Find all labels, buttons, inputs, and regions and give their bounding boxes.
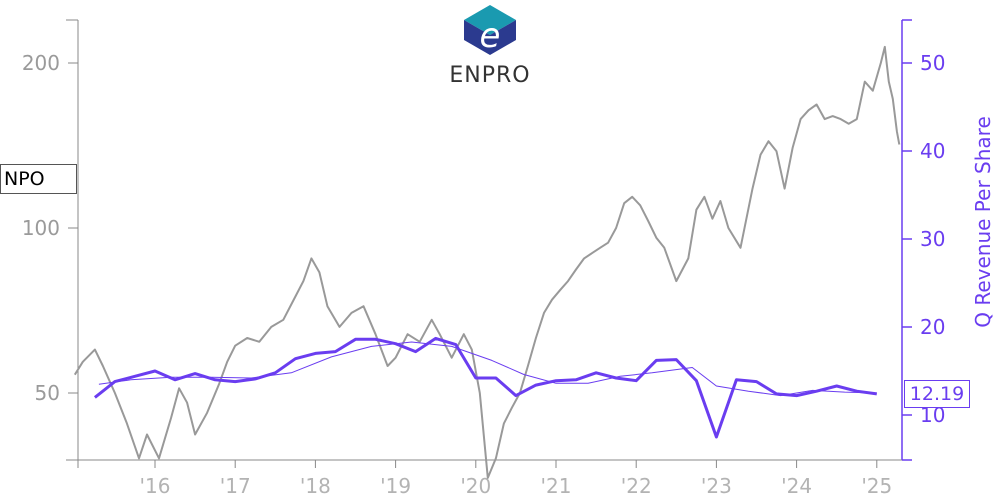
x-tick-label: '20 — [460, 474, 491, 498]
right-axis-title: Q Revenue Per Share — [971, 116, 995, 328]
left-tick-label: 100 — [22, 216, 60, 240]
svg-text:e: e — [480, 16, 501, 56]
right-tick-label: 30 — [920, 227, 945, 251]
plot-area — [73, 45, 901, 479]
x-tick-label: '16 — [140, 474, 171, 498]
left-tick-label: 50 — [35, 381, 60, 405]
right-tick-label: 20 — [920, 315, 945, 339]
price-series-line — [73, 45, 901, 479]
x-tick-label: '17 — [220, 474, 251, 498]
x-tick-label: '21 — [541, 474, 572, 498]
x-tick-label: '23 — [701, 474, 732, 498]
left-axis: 50 100 200 — [22, 19, 79, 461]
revenue-series-line — [93, 336, 878, 439]
revenue-average-line — [98, 341, 877, 397]
ticker-label: NPO — [0, 164, 77, 194]
right-tick-label: 50 — [920, 51, 945, 75]
x-tick-label: '22 — [621, 474, 652, 498]
enpro-logo-icon: e — [464, 5, 516, 56]
x-tick-label: '25 — [861, 474, 892, 498]
right-tick-label: 40 — [920, 139, 945, 163]
left-tick-label: 200 — [22, 51, 60, 75]
x-tick-label: '18 — [300, 474, 331, 498]
logo-wordmark: ENPRO — [449, 63, 530, 88]
x-tick-label: '24 — [781, 474, 812, 498]
last-revenue-label: 12.19 — [904, 380, 970, 408]
enpro-logo: e ENPRO — [449, 5, 530, 88]
x-tick-label: '19 — [380, 474, 411, 498]
x-axis: '16 '17 '18 '19 '20 '21 '22 '23 '24 '25 — [77, 459, 902, 498]
